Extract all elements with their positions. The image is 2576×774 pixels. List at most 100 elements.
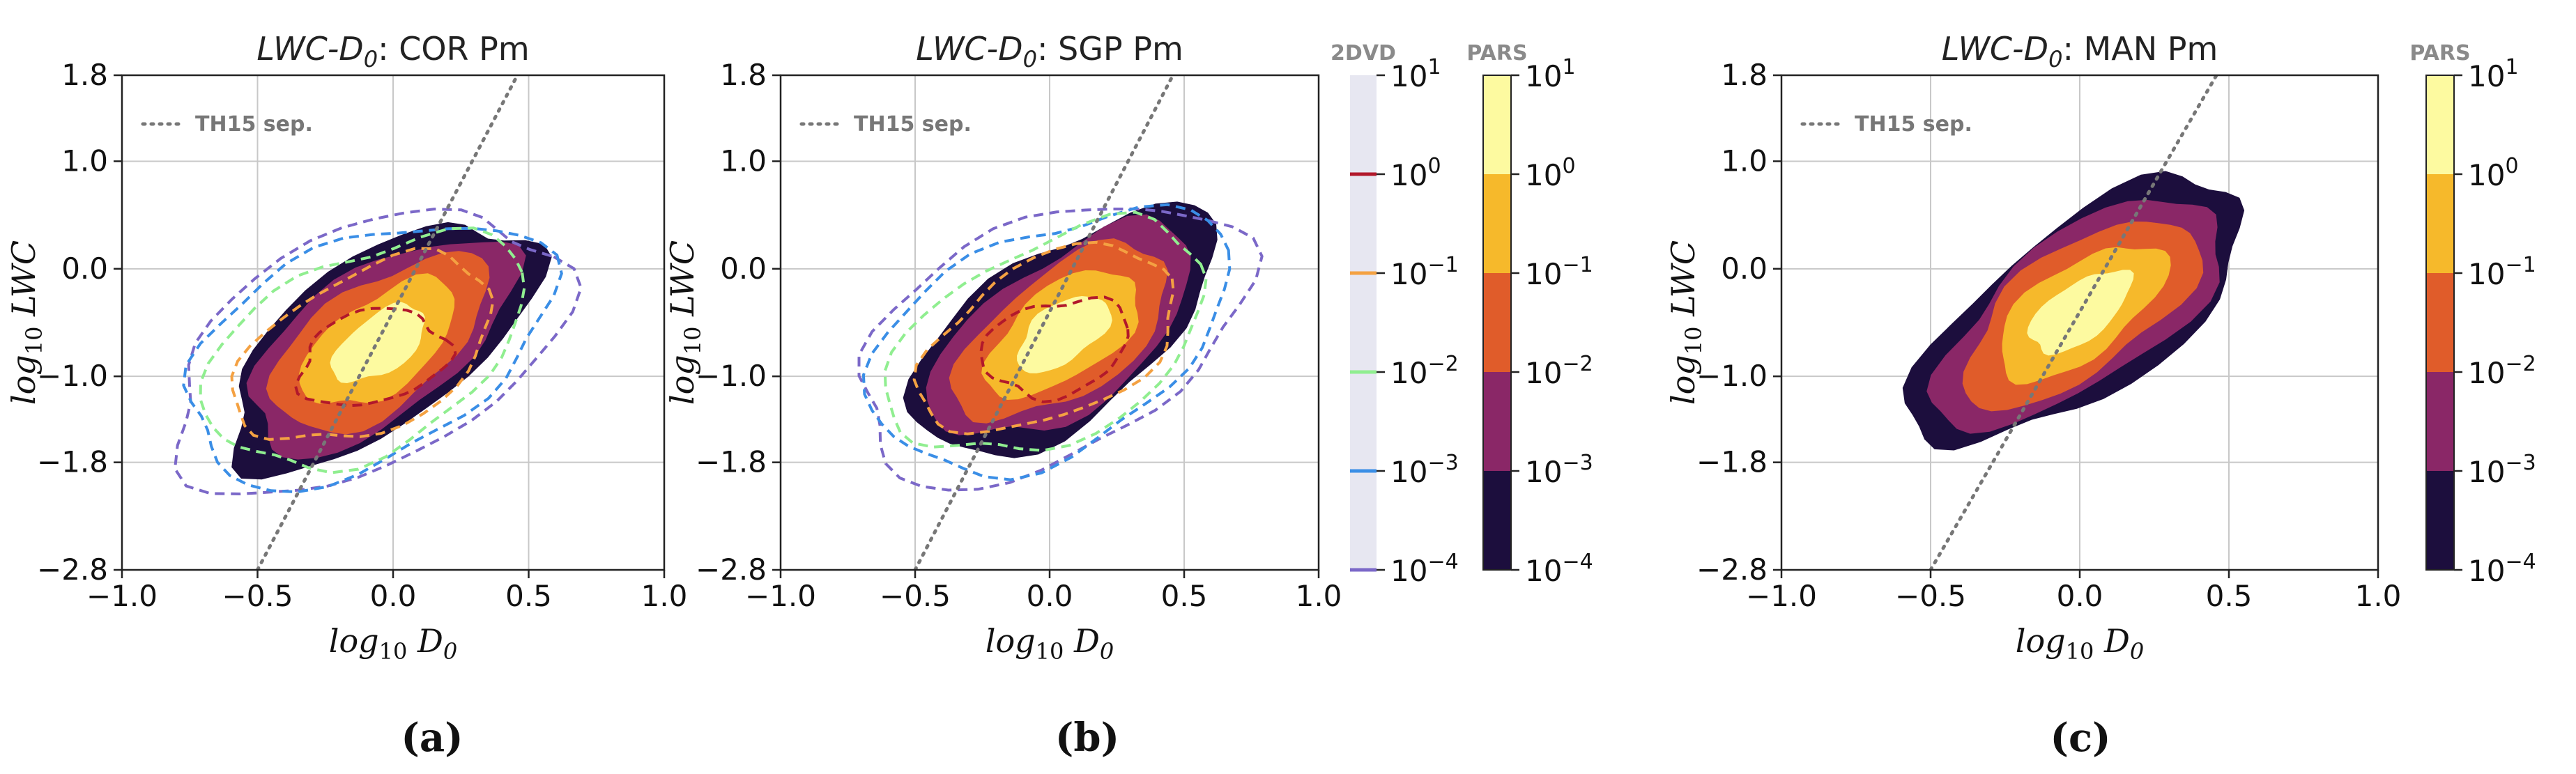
colorbar-fill-level <box>1483 174 1511 273</box>
dvd-contour-2 <box>861 203 1232 481</box>
dvd-contour-1 <box>173 208 583 496</box>
y-axis-label: log10 LWC <box>1664 240 1707 405</box>
density-fill <box>173 208 583 496</box>
x-axis-label: log10 D0 <box>986 622 1114 665</box>
colorbar-fill-level <box>2426 273 2454 372</box>
density-fill <box>1902 171 2245 451</box>
y-tick-label: −1.8 <box>696 445 767 479</box>
legend-label: TH15 sep. <box>854 112 972 137</box>
x-tick-label: 0.0 <box>370 579 417 613</box>
colorbar-tick-label: 10−3 <box>1390 451 1459 489</box>
colorbar-fill-level <box>1483 372 1511 471</box>
colorbar-frame <box>2425 75 2455 571</box>
colorbar-tick-label: 101 <box>1525 55 1576 93</box>
colorbar-tick-label: 10−4 <box>1525 550 1593 588</box>
colorbar-tick-label: 100 <box>1525 154 1576 192</box>
dvd-contour-1 <box>857 207 1264 492</box>
dvd-contour-4 <box>230 247 495 441</box>
y-tick-label: 1.8 <box>1721 58 1768 92</box>
colorbar-tick-label: 100 <box>1390 154 1441 192</box>
x-axis-label: log10 D0 <box>329 622 457 665</box>
colorbar-2dvd-title: 2DVD <box>1331 41 1396 65</box>
x-tick-label: 0.0 <box>2057 579 2103 613</box>
x-tick-label: −0.5 <box>222 579 293 613</box>
dvd-contour-core <box>293 307 457 408</box>
y-tick-label: −1.0 <box>1696 359 1768 393</box>
colorbar-tick-label: 10−2 <box>2468 352 2536 390</box>
colorbar-fill-level <box>2426 471 2454 570</box>
th15-separator-line <box>256 75 520 570</box>
x-tick-label: −1.0 <box>1746 579 1817 613</box>
colorbar-fill-level <box>2426 372 2454 471</box>
th15-separator-line <box>1929 75 2219 570</box>
density-level-5 <box>330 302 425 383</box>
y-tick-label: 1.0 <box>1721 144 1768 178</box>
panel-caption: (c) <box>2050 715 2110 761</box>
x-tick-label: −1.0 <box>745 579 816 613</box>
dvd-contour-4 <box>912 240 1175 435</box>
x-tick-label: 0.5 <box>505 579 552 613</box>
legend-label: TH15 sep. <box>1855 112 1972 137</box>
y-tick-label: 1.0 <box>720 144 767 178</box>
colorbar-tick-label: 101 <box>1390 55 1441 93</box>
y-tick-label: −1.8 <box>37 445 108 479</box>
panel-title: LWC-D0: COR Pm <box>256 30 529 72</box>
density-fill <box>857 201 1264 492</box>
y-tick-label: 1.0 <box>61 144 108 178</box>
density-level-5 <box>2027 270 2134 356</box>
x-tick-label: 0.5 <box>2206 579 2253 613</box>
y-axis-label: log10 LWC <box>664 240 706 405</box>
x-tick-label: 1.0 <box>2355 579 2402 613</box>
colorbar-fill-level <box>2426 174 2454 273</box>
colorbar-fill-level <box>1483 471 1511 570</box>
x-tick-label: 1.0 <box>641 579 688 613</box>
y-tick-label: −1.0 <box>696 359 767 393</box>
colorbar-pars-b-title: PARS <box>1466 41 1527 65</box>
panel-caption: (b) <box>1055 715 1119 761</box>
colorbar-tick-label: 100 <box>2468 154 2519 192</box>
y-tick-label: −2.8 <box>37 552 108 587</box>
y-tick-label: 0.0 <box>1721 251 1768 286</box>
colorbar-tick-label: 10−3 <box>1525 451 1593 489</box>
x-tick-label: 1.0 <box>1296 579 1342 613</box>
colorbar-fill-level <box>1483 273 1511 372</box>
panel-1: TH15 sep. −1.0 −0.5 0.0 0.5 1.0 −2.8 −1.8 −1.0 0.… <box>5 30 687 761</box>
y-tick-label: 0.0 <box>720 251 767 286</box>
colorbar-pars-c-title: PARS <box>2409 41 2470 65</box>
dvd-contour-3 <box>883 210 1208 452</box>
colorbar-tick-label: 10−2 <box>1390 352 1459 390</box>
x-tick-label: −0.5 <box>1895 579 1966 613</box>
y-tick-label: −1.0 <box>37 359 108 393</box>
x-axis-label: log10 D0 <box>2016 622 2144 665</box>
y-tick-label: 0.0 <box>61 251 108 286</box>
panel-title: LWC-D0: SGP Pm <box>916 30 1183 72</box>
colorbar-tick-label: 10−4 <box>2468 550 2536 588</box>
colorbar-fill-level <box>1483 75 1511 174</box>
panel-3: TH15 sep. −1.0 −0.5 0.0 0.5 1.0 −2.8 −1.8 −1.0 0.… <box>1664 30 2401 761</box>
colorbar-tick-label: 101 <box>2468 55 2519 93</box>
x-tick-label: −1.0 <box>86 579 158 613</box>
y-tick-label: −2.8 <box>1696 552 1768 587</box>
panel-caption: (a) <box>401 715 463 761</box>
colorbar-tick-label: 10−1 <box>2468 253 2536 291</box>
dvd-contour-core <box>979 295 1130 403</box>
th15-separator-line <box>913 75 1175 570</box>
colorbar-tick-label: 10−2 <box>1525 352 1593 390</box>
colorbar-tick-label: 10−1 <box>1525 253 1593 291</box>
colorbar-tick-label: 10−4 <box>1390 550 1459 588</box>
panel-2: TH15 sep. −1.0 −0.5 0.0 0.5 1.0 −2.8 −1.8 −1.0 0.… <box>664 30 1342 761</box>
y-axis-label: log10 LWC <box>5 240 47 405</box>
panel-title: LWC-D0: MAN Pm <box>1942 30 2218 72</box>
colorbar-tick-label: 10−3 <box>2468 451 2536 489</box>
colorbar-fill-level <box>2426 75 2454 174</box>
dvd-contour-2 <box>182 226 563 494</box>
y-tick-label: −1.8 <box>1696 445 1768 479</box>
x-tick-label: 0.0 <box>1027 579 1073 613</box>
y-tick-label: 1.8 <box>720 58 767 92</box>
colorbar-tick-label: 10−1 <box>1390 253 1459 291</box>
y-tick-label: −2.8 <box>696 552 767 587</box>
colorbar-frame <box>1482 75 1512 571</box>
